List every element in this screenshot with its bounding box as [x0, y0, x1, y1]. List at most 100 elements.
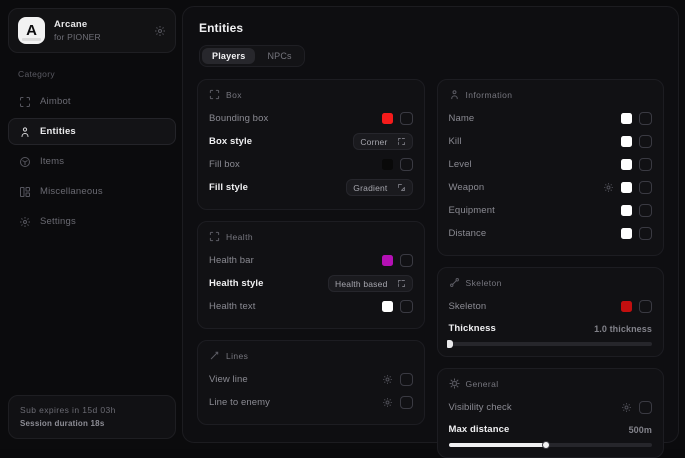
- gear-icon[interactable]: [154, 25, 166, 37]
- toggle-checkbox[interactable]: [399, 396, 413, 409]
- sidebar-item-items[interactable]: Items: [8, 148, 176, 175]
- row-label: Visibility check: [448, 402, 512, 413]
- toggle-checkbox[interactable]: [399, 158, 413, 171]
- color-swatch[interactable]: [381, 255, 393, 266]
- gear-icon[interactable]: [621, 402, 632, 413]
- main-panel: Entities Players NPCs Box Bounding box Box…: [182, 6, 679, 458]
- color-swatch[interactable]: [621, 136, 632, 147]
- row-controls: Corner: [353, 133, 413, 150]
- sidebar-item-label: Items: [40, 156, 65, 167]
- gear-icon[interactable]: [603, 182, 614, 193]
- gear-icon[interactable]: [382, 374, 393, 385]
- row-controls: [621, 204, 652, 217]
- color-swatch[interactable]: [381, 301, 393, 312]
- box-style-row: Box style Corner: [209, 130, 413, 153]
- health-text-row: Health text: [209, 295, 413, 318]
- sun-settings-icon: [448, 378, 460, 389]
- toggle-checkbox[interactable]: [399, 373, 413, 386]
- row-label: Distance: [448, 228, 487, 239]
- row-label: Health style: [209, 278, 264, 289]
- sidebar-item-label: Settings: [40, 216, 76, 227]
- row-controls: [382, 396, 413, 409]
- color-swatch[interactable]: [381, 113, 393, 124]
- sidebar-item-miscellaneous[interactable]: Miscellaneous: [8, 178, 176, 205]
- sidebar-item-entities[interactable]: Entities: [8, 118, 176, 145]
- row-controls: [621, 300, 652, 313]
- slider-handle[interactable]: [446, 340, 453, 348]
- toggle-checkbox[interactable]: [639, 158, 652, 171]
- info-kill-row: Kill: [449, 130, 652, 153]
- color-swatch[interactable]: [621, 159, 632, 170]
- sidebar-item-label: Aimbot: [40, 96, 71, 107]
- color-swatch[interactable]: [621, 113, 632, 124]
- toggle-checkbox[interactable]: [639, 204, 652, 217]
- card-general: General Visibility check Max distance 500m: [436, 368, 664, 458]
- card-title: Information: [465, 89, 513, 100]
- tab-bar: Players NPCs: [199, 45, 305, 67]
- thickness-value: 1.0 thickness: [594, 323, 652, 334]
- toggle-checkbox[interactable]: [639, 401, 652, 414]
- sidebar-nav: Aimbot Entities Items: [8, 88, 176, 235]
- subscription-expiry: Sub expires in 15d 03h: [20, 405, 116, 415]
- toggle-checkbox[interactable]: [639, 135, 652, 148]
- corner-style-icon[interactable]: [397, 137, 406, 146]
- toggle-checkbox[interactable]: [639, 181, 652, 194]
- gear-icon[interactable]: [382, 397, 393, 408]
- row-label: Thickness: [448, 323, 496, 334]
- row-label: Bounding box: [209, 113, 269, 124]
- tab-npcs[interactable]: NPCs: [267, 51, 292, 61]
- brand-logo-letter: A: [26, 22, 37, 39]
- sidebar-item-settings[interactable]: Settings: [8, 208, 176, 235]
- color-swatch[interactable]: [621, 301, 632, 312]
- row-controls: [603, 181, 652, 194]
- max-distance-slider[interactable]: [448, 441, 652, 449]
- gradient-style-icon[interactable]: [397, 183, 406, 192]
- row-controls: [381, 112, 413, 125]
- sidebar: A Arcane for PIONER Category: [6, 6, 176, 443]
- thickness-slider-group: Thickness 1.0 thickness: [446, 318, 653, 348]
- card-title: Health: [226, 231, 253, 242]
- slider-fill: [448, 443, 547, 447]
- info-equipment-row: Equipment: [449, 199, 652, 222]
- info-level-row: Level: [449, 153, 652, 176]
- brand-name: Arcane: [54, 19, 88, 30]
- thickness-slider[interactable]: [446, 340, 652, 348]
- color-swatch[interactable]: [621, 182, 632, 193]
- row-controls: [382, 373, 413, 386]
- toggle-checkbox[interactable]: [399, 300, 413, 313]
- health-style-icon[interactable]: [397, 279, 406, 288]
- health-style-dropdown[interactable]: Health based: [328, 275, 413, 292]
- brand-card[interactable]: A Arcane for PIONER: [8, 8, 176, 53]
- toggle-checkbox[interactable]: [399, 254, 413, 267]
- row-label: Max distance: [448, 424, 510, 435]
- session-duration: Session duration 18s: [20, 419, 105, 428]
- color-swatch[interactable]: [621, 205, 632, 216]
- tab-players[interactable]: Players: [202, 48, 256, 64]
- toggle-checkbox[interactable]: [399, 112, 413, 125]
- info-name-row: Name: [449, 107, 652, 130]
- sidebar-item-aimbot[interactable]: Aimbot: [8, 88, 176, 115]
- fill-style-dropdown[interactable]: Gradient: [346, 179, 413, 196]
- toggle-checkbox[interactable]: [639, 300, 652, 313]
- visibility-check-row: Visibility check: [448, 396, 652, 419]
- color-swatch[interactable]: [621, 228, 632, 239]
- bounding-box-row: Bounding box: [209, 107, 413, 130]
- bounding-box-icon: [209, 89, 220, 100]
- settings-columns: Box Bounding box Box style Corner Fill box Fi…: [197, 79, 664, 458]
- box-style-dropdown[interactable]: Corner: [353, 133, 413, 150]
- row-controls: [621, 158, 652, 171]
- toggle-checkbox[interactable]: [639, 112, 652, 125]
- max-distance-value: 500m: [628, 424, 652, 435]
- diagonal-line-icon: [209, 350, 220, 361]
- bone-icon: [449, 277, 460, 288]
- color-swatch[interactable]: [381, 159, 393, 170]
- thickness-row: Thickness 1.0 thickness: [449, 318, 653, 339]
- card-title: General: [465, 378, 499, 389]
- fill-style-row: Fill style Gradient: [209, 176, 413, 199]
- slider-handle[interactable]: [542, 441, 551, 449]
- toggle-checkbox[interactable]: [639, 227, 652, 240]
- category-label: Category: [18, 69, 55, 79]
- row-label: Fill style: [209, 182, 249, 193]
- row-controls: Health based: [328, 275, 413, 292]
